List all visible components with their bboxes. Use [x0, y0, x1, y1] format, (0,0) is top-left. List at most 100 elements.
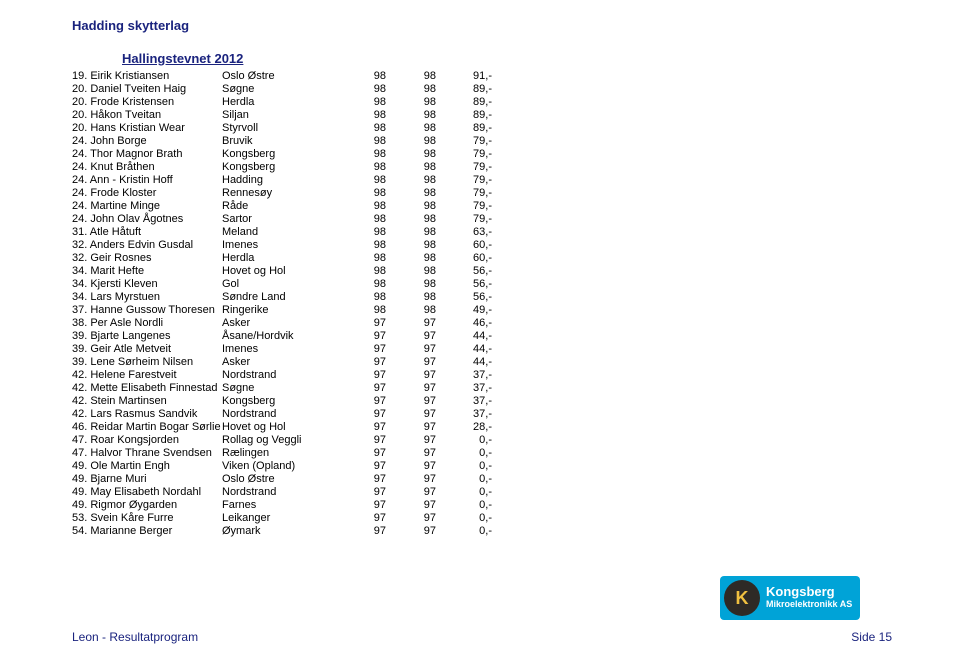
score-2: 98 [386, 122, 436, 135]
rank-name: 39. Geir Atle Metveit [72, 343, 222, 356]
score-1: 98 [330, 96, 386, 109]
score-2: 97 [386, 421, 436, 434]
score-1: 98 [330, 148, 386, 161]
logo-icon: K [724, 580, 760, 616]
score-1: 98 [330, 122, 386, 135]
club: Imenes [222, 343, 330, 356]
rank-name: 19. Eirik Kristiansen [72, 70, 222, 83]
club: Hovet og Hol [222, 421, 330, 434]
club: Leikanger [222, 512, 330, 525]
score-3: 0,- [436, 512, 492, 525]
club: Nordstrand [222, 369, 330, 382]
result-row: 24. John Olav ÅgotnesSartor989879,- [72, 213, 960, 226]
result-row: 49. Rigmor ØygardenFarnes97970,- [72, 499, 960, 512]
score-1: 97 [330, 447, 386, 460]
club: Styrvoll [222, 122, 330, 135]
result-row: 42. Helene FarestveitNordstrand979737,- [72, 369, 960, 382]
result-row: 46. Reidar Martin Bogar SørlieHovet og H… [72, 421, 960, 434]
club: Kongsberg [222, 161, 330, 174]
score-2: 98 [386, 70, 436, 83]
rank-name: 20. Frode Kristensen [72, 96, 222, 109]
score-3: 49,- [436, 304, 492, 317]
score-1: 98 [330, 265, 386, 278]
score-1: 97 [330, 434, 386, 447]
score-3: 79,- [436, 213, 492, 226]
score-2: 98 [386, 161, 436, 174]
rank-name: 37. Hanne Gussow Thoresen [72, 304, 222, 317]
score-2: 98 [386, 252, 436, 265]
result-row: 47. Halvor Thrane SvendsenRælingen97970,… [72, 447, 960, 460]
score-3: 46,- [436, 317, 492, 330]
score-2: 98 [386, 291, 436, 304]
score-2: 97 [386, 382, 436, 395]
result-row: 42. Lars Rasmus SandvikNordstrand979737,… [72, 408, 960, 421]
score-2: 97 [386, 356, 436, 369]
rank-name: 34. Lars Myrstuen [72, 291, 222, 304]
score-3: 79,- [436, 148, 492, 161]
score-2: 98 [386, 148, 436, 161]
club: Herdla [222, 96, 330, 109]
club: Hovet og Hol [222, 265, 330, 278]
score-2: 98 [386, 96, 436, 109]
club: Råde [222, 200, 330, 213]
rank-name: 20. Daniel Tveiten Haig [72, 83, 222, 96]
score-1: 98 [330, 187, 386, 200]
result-row: 42. Mette Elisabeth FinnestadSøgne979737… [72, 382, 960, 395]
score-3: 63,- [436, 226, 492, 239]
score-3: 79,- [436, 187, 492, 200]
score-1: 97 [330, 421, 386, 434]
score-1: 97 [330, 499, 386, 512]
result-row: 20. Daniel Tveiten HaigSøgne989889,- [72, 83, 960, 96]
club: Asker [222, 356, 330, 369]
score-3: 79,- [436, 174, 492, 187]
score-3: 0,- [436, 525, 492, 538]
result-row: 24. John BorgeBruvik989879,- [72, 135, 960, 148]
score-3: 37,- [436, 382, 492, 395]
club: Hadding [222, 174, 330, 187]
score-1: 97 [330, 317, 386, 330]
result-row: 24. Knut BråthenKongsberg989879,- [72, 161, 960, 174]
result-row: 37. Hanne Gussow ThoresenRingerike989849… [72, 304, 960, 317]
rank-name: 53. Svein Kåre Furre [72, 512, 222, 525]
club: Meland [222, 226, 330, 239]
result-row: 38. Per Asle NordliAsker979746,- [72, 317, 960, 330]
score-2: 98 [386, 135, 436, 148]
rank-name: 39. Lene Sørheim Nilsen [72, 356, 222, 369]
club: Gol [222, 278, 330, 291]
page-footer: Leon - Resultatprogram Side 15 [72, 630, 892, 644]
rank-name: 49. Bjarne Muri [72, 473, 222, 486]
club: Kongsberg [222, 395, 330, 408]
score-1: 98 [330, 135, 386, 148]
club: Oslo Østre [222, 70, 330, 83]
score-1: 98 [330, 70, 386, 83]
score-1: 97 [330, 343, 386, 356]
club: Farnes [222, 499, 330, 512]
score-1: 98 [330, 304, 386, 317]
score-3: 44,- [436, 330, 492, 343]
rank-name: 54. Marianne Berger [72, 525, 222, 538]
result-row: 39. Bjarte LangenesÅsane/Hordvik979744,- [72, 330, 960, 343]
result-row: 34. Marit HefteHovet og Hol989856,- [72, 265, 960, 278]
logo-line1: Kongsberg [766, 586, 852, 598]
score-3: 37,- [436, 395, 492, 408]
rank-name: 49. May Elisabeth Nordahl [72, 486, 222, 499]
result-row: 24. Martine MingeRåde989879,- [72, 200, 960, 213]
rank-name: 47. Roar Kongsjorden [72, 434, 222, 447]
rank-name: 31. Atle Håtuft [72, 226, 222, 239]
club: Nordstrand [222, 486, 330, 499]
score-3: 79,- [436, 200, 492, 213]
score-3: 0,- [436, 447, 492, 460]
sponsor-logo: K Kongsberg Mikroelektronikk AS [720, 576, 860, 620]
score-3: 56,- [436, 278, 492, 291]
rank-name: 24. Thor Magnor Brath [72, 148, 222, 161]
result-row: 49. May Elisabeth NordahlNordstrand97970… [72, 486, 960, 499]
score-2: 97 [386, 395, 436, 408]
rank-name: 42. Mette Elisabeth Finnestad [72, 382, 222, 395]
score-1: 98 [330, 83, 386, 96]
result-row: 32. Anders Edvin GusdalImenes989860,- [72, 239, 960, 252]
result-row: 24. Frode KlosterRennesøy989879,- [72, 187, 960, 200]
result-row: 39. Lene Sørheim NilsenAsker979744,- [72, 356, 960, 369]
score-1: 97 [330, 330, 386, 343]
score-3: 89,- [436, 83, 492, 96]
score-1: 98 [330, 239, 386, 252]
